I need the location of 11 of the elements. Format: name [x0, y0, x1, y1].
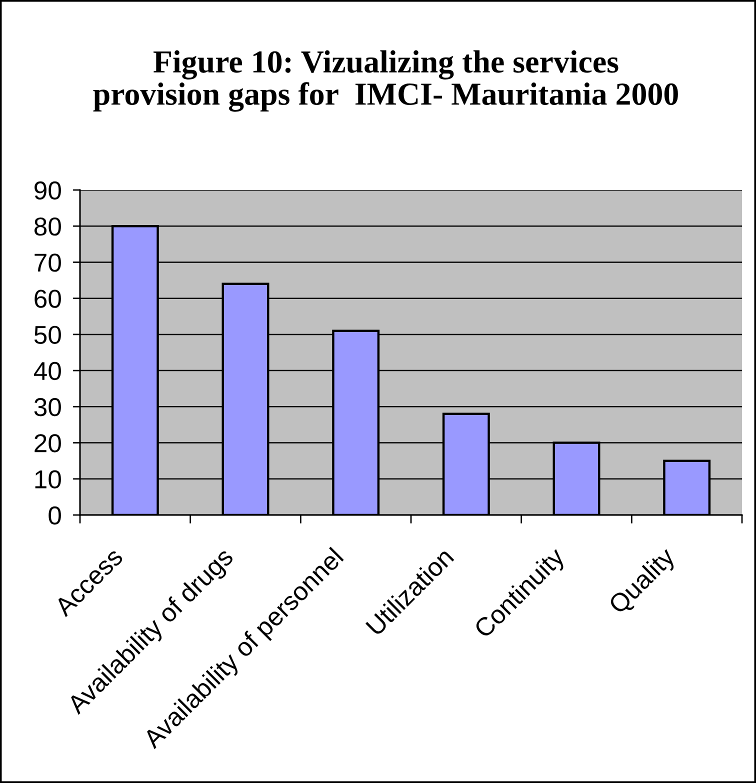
y-tick-label: 30	[34, 398, 61, 416]
chart-title: Figure 10: Vizualizing the services provision gaps for IMCI- Mauritania 2000	[93, 50, 678, 112]
y-tick-label: 20	[34, 434, 61, 452]
y-tick-label: 60	[34, 290, 61, 308]
y-tick-label: 10	[35, 470, 61, 488]
y-tick-label: 80	[34, 217, 61, 236]
y-tick-label: 50	[34, 326, 61, 344]
y-tick-label: 0	[48, 506, 61, 525]
y-tick-label: 90	[34, 181, 61, 200]
y-tick-label: 40	[34, 362, 61, 380]
y-tick-label: 70	[34, 254, 61, 272]
